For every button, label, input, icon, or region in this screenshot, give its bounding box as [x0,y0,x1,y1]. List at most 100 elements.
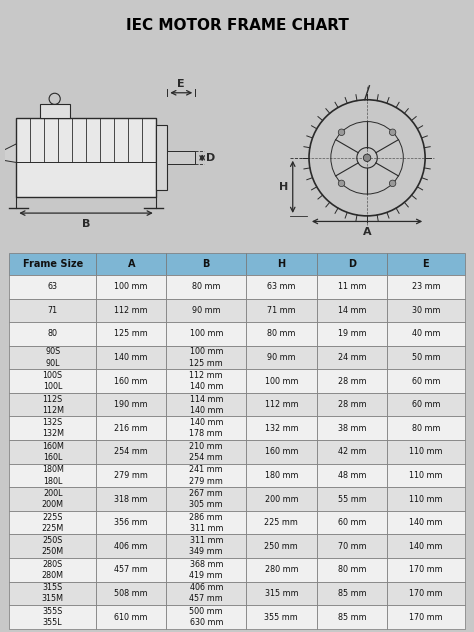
Bar [166,416,246,440]
Text: 170 mm: 170 mm [409,566,443,574]
Bar [155,125,167,190]
Bar [166,558,246,581]
Bar [246,369,317,393]
Bar [166,253,246,275]
Text: E: E [177,79,185,89]
Text: 355 mm: 355 mm [264,612,298,621]
Polygon shape [2,144,16,162]
Text: 80 mm: 80 mm [411,424,440,433]
Bar [246,346,317,369]
Text: 30 mm: 30 mm [411,306,440,315]
Bar [166,322,246,346]
Text: D: D [206,153,215,163]
Text: 216 mm: 216 mm [114,424,148,433]
Bar [317,558,387,581]
Bar [246,275,317,298]
Text: 315 mm: 315 mm [264,589,298,598]
FancyBboxPatch shape [16,118,155,197]
Bar [246,558,317,581]
Text: 55 mm: 55 mm [337,495,366,504]
Text: B: B [82,219,90,229]
Text: 280 mm: 280 mm [264,566,298,574]
Bar [317,346,387,369]
Text: Frame Size: Frame Size [23,259,83,269]
Text: 610 mm: 610 mm [114,612,148,621]
Bar [9,535,96,558]
Text: 286 mm
311 mm: 286 mm 311 mm [190,513,223,533]
Text: 19 mm: 19 mm [337,329,366,338]
Bar [96,393,166,416]
Text: 100 mm: 100 mm [114,283,148,291]
Text: 200L
200M: 200L 200M [42,489,64,509]
Text: 457 mm: 457 mm [114,566,148,574]
Bar [9,346,96,369]
Bar [167,151,195,164]
Bar [96,346,166,369]
Bar [9,487,96,511]
Bar [96,535,166,558]
Text: 100 mm: 100 mm [264,377,298,386]
Circle shape [338,129,345,135]
Circle shape [389,129,396,135]
Text: 14 mm: 14 mm [337,306,366,315]
Text: 80 mm: 80 mm [337,566,366,574]
Bar [166,464,246,487]
Bar [246,440,317,464]
Text: 241 mm
279 mm: 241 mm 279 mm [189,465,223,485]
Text: 110 mm: 110 mm [409,495,443,504]
Text: 406 mm
457 mm: 406 mm 457 mm [190,583,223,604]
Text: 180M
180L: 180M 180L [42,465,64,485]
Bar [317,440,387,464]
Text: D: D [348,259,356,269]
Text: 132S
132M: 132S 132M [42,418,64,439]
Bar [9,558,96,581]
Text: H: H [279,182,288,192]
Text: 80 mm: 80 mm [192,283,220,291]
Text: 112 mm: 112 mm [114,306,148,315]
Text: 210 mm
254 mm: 210 mm 254 mm [190,442,223,462]
Bar [9,369,96,393]
Text: 170 mm: 170 mm [409,589,443,598]
Bar [246,416,317,440]
Text: 267 mm
305 mm: 267 mm 305 mm [190,489,223,509]
Bar [246,464,317,487]
Text: 71 mm: 71 mm [267,306,296,315]
Text: H: H [277,259,285,269]
Bar [96,511,166,535]
Text: 110 mm: 110 mm [409,447,443,456]
Bar [317,511,387,535]
Text: 38 mm: 38 mm [337,424,366,433]
Text: 110 mm: 110 mm [409,471,443,480]
Bar [96,464,166,487]
Bar [387,581,465,605]
Bar [387,464,465,487]
Text: 140 mm: 140 mm [409,542,443,550]
Bar [96,322,166,346]
Bar [166,275,246,298]
Text: 100S
100L: 100S 100L [43,371,63,391]
Bar [317,464,387,487]
Bar [9,440,96,464]
Bar [9,253,96,275]
Bar [246,487,317,511]
Text: 85 mm: 85 mm [337,612,366,621]
Bar [317,416,387,440]
Bar [387,558,465,581]
Bar [166,393,246,416]
Text: 90S
90L: 90S 90L [45,348,60,368]
Text: 500 mm
630 mm: 500 mm 630 mm [190,607,223,627]
Text: 125 mm: 125 mm [114,329,148,338]
Text: 200 mm: 200 mm [264,495,298,504]
Bar [9,511,96,535]
Bar [246,298,317,322]
Bar [387,440,465,464]
Bar [317,298,387,322]
Text: 406 mm: 406 mm [114,542,148,550]
Bar [96,440,166,464]
Bar [317,487,387,511]
Text: 280S
280M: 280S 280M [42,560,64,580]
Bar [96,298,166,322]
Text: 100 mm
125 mm: 100 mm 125 mm [190,348,223,368]
Text: B: B [202,259,210,269]
Bar [9,605,96,629]
